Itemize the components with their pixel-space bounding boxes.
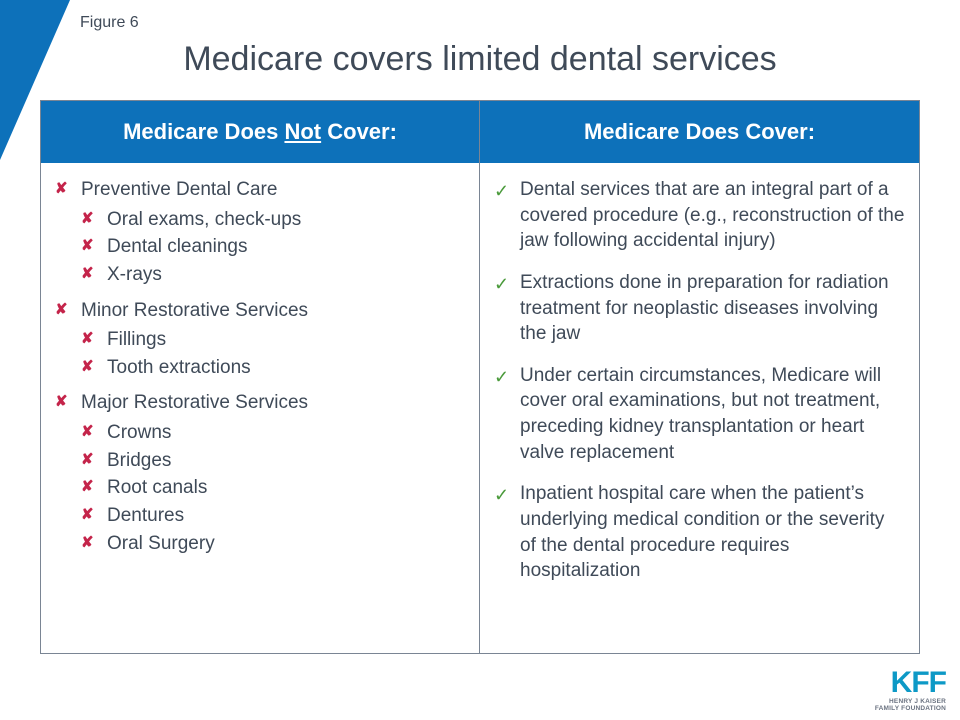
- not-covered-item: Oral Surgery: [81, 531, 465, 557]
- not-covered-category: Preventive Dental Care Oral exams, check…: [55, 177, 465, 288]
- covered-column: Dental services that are an integral par…: [480, 163, 919, 653]
- category-label: Minor Restorative Services: [81, 300, 308, 321]
- header-left-underlined: Not: [284, 119, 321, 144]
- logo-text: KFF: [875, 668, 946, 698]
- not-covered-item: Dental cleanings: [81, 234, 465, 260]
- header-left-pre: Medicare Does: [123, 119, 284, 144]
- not-covered-item: Crowns: [81, 420, 465, 446]
- column-header-covered: Medicare Does Cover:: [480, 101, 919, 163]
- not-covered-item: Tooth extractions: [81, 355, 465, 381]
- covered-item: Under certain circumstances, Medicare wi…: [494, 363, 905, 466]
- not-covered-sublist: Oral exams, check-ups Dental cleanings X…: [81, 207, 465, 288]
- not-covered-column: Preventive Dental Care Oral exams, check…: [41, 163, 480, 653]
- table-header-row: Medicare Does Not Cover: Medicare Does C…: [41, 101, 919, 163]
- not-covered-item: Root canals: [81, 475, 465, 501]
- not-covered-item: Dentures: [81, 503, 465, 529]
- covered-item: Inpatient hospital care when the patient…: [494, 481, 905, 584]
- header-left-post: Cover:: [321, 119, 397, 144]
- column-header-not-covered: Medicare Does Not Cover:: [41, 101, 480, 163]
- not-covered-item: Oral exams, check-ups: [81, 207, 465, 233]
- logo-subtitle-2: FAMILY FOUNDATION: [875, 705, 946, 712]
- logo-subtitle-1: HENRY J KAISER: [875, 698, 946, 705]
- not-covered-item: Bridges: [81, 448, 465, 474]
- not-covered-category: Major Restorative Services Crowns Bridge…: [55, 390, 465, 556]
- kff-logo: KFF HENRY J KAISER FAMILY FOUNDATION: [875, 668, 946, 712]
- figure-label: Figure 6: [80, 14, 139, 32]
- not-covered-category: Minor Restorative Services Fillings Toot…: [55, 298, 465, 381]
- page-title: Medicare covers limited dental services: [0, 40, 960, 79]
- not-covered-item: X-rays: [81, 262, 465, 288]
- not-covered-list: Preventive Dental Care Oral exams, check…: [55, 177, 465, 556]
- covered-item: Dental services that are an integral par…: [494, 177, 905, 254]
- covered-item: Extractions done in preparation for radi…: [494, 270, 905, 347]
- coverage-table: Medicare Does Not Cover: Medicare Does C…: [40, 100, 920, 654]
- not-covered-sublist: Fillings Tooth extractions: [81, 327, 465, 380]
- category-label: Preventive Dental Care: [81, 179, 277, 200]
- not-covered-sublist: Crowns Bridges Root canals Dentures Oral…: [81, 420, 465, 556]
- table-body: Preventive Dental Care Oral exams, check…: [41, 163, 919, 653]
- not-covered-item: Fillings: [81, 327, 465, 353]
- covered-list: Dental services that are an integral par…: [494, 177, 905, 584]
- category-label: Major Restorative Services: [81, 392, 308, 413]
